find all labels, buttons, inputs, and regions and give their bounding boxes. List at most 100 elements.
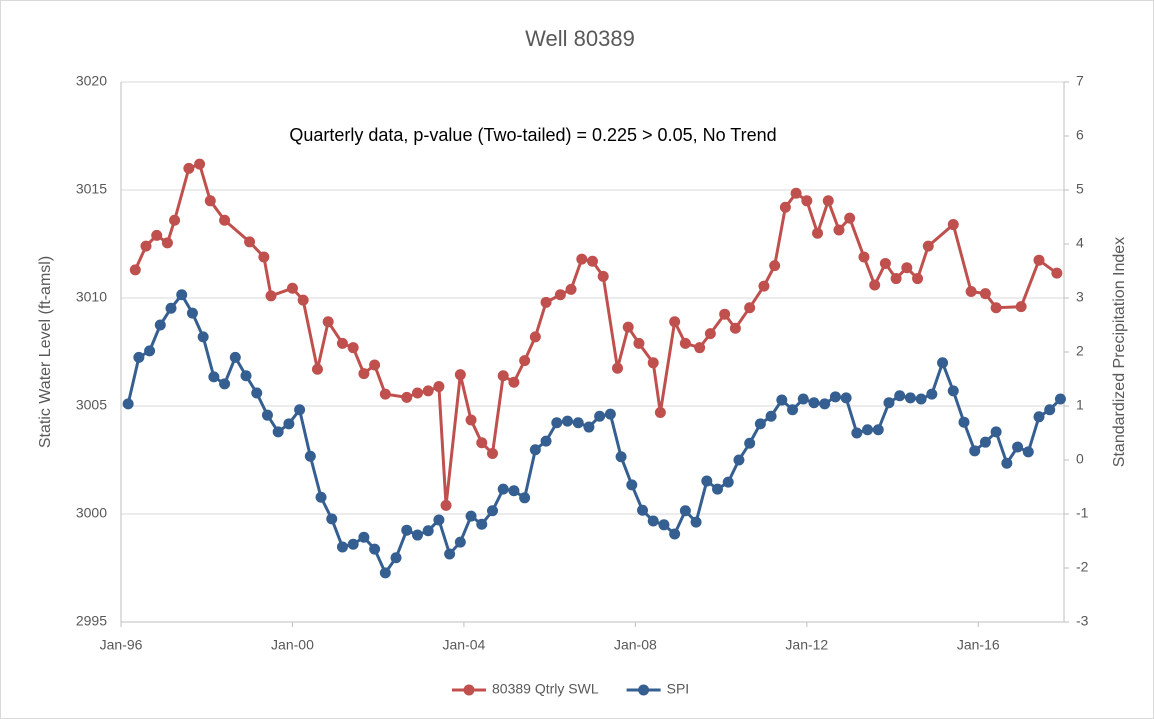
data-point (758, 280, 770, 292)
data-point (712, 483, 724, 495)
data-point (322, 316, 334, 328)
data-point (701, 475, 713, 487)
data-point (294, 404, 306, 416)
data-point (890, 273, 902, 285)
data-point (433, 381, 445, 393)
data-point (729, 322, 741, 334)
data-point (497, 370, 509, 382)
data-point (251, 387, 263, 399)
data-point (704, 328, 716, 340)
data-point (561, 415, 573, 427)
data-point (497, 483, 509, 495)
data-point (465, 414, 477, 426)
data-point (840, 392, 852, 404)
data-point (801, 195, 813, 207)
data-point (151, 229, 163, 241)
data-point (1012, 441, 1024, 453)
data-point (626, 479, 638, 491)
data-point (258, 251, 270, 263)
data-point (422, 385, 434, 397)
data-point (219, 214, 231, 226)
data-point (529, 331, 541, 343)
data-point (261, 409, 273, 421)
data-point (311, 363, 323, 375)
data-point (690, 516, 702, 528)
data-point (183, 162, 195, 174)
data-point (197, 331, 209, 343)
data-point (812, 227, 824, 239)
data-point (315, 491, 327, 503)
data-point (633, 337, 645, 349)
data-point (390, 552, 402, 564)
data-point (754, 418, 766, 430)
data-point (594, 410, 606, 422)
data-point (937, 357, 949, 369)
data-point (769, 260, 781, 272)
data-point (822, 195, 834, 207)
data-point (787, 404, 799, 416)
data-point (597, 270, 609, 282)
data-point (283, 418, 295, 430)
data-point (122, 398, 134, 410)
data-point (165, 302, 177, 314)
data-point (576, 253, 588, 265)
data-point (336, 541, 348, 553)
data-point (733, 454, 745, 466)
data-point (926, 388, 938, 400)
data-point (486, 448, 498, 460)
data-point (776, 394, 788, 406)
data-point (194, 158, 206, 170)
data-point (229, 351, 241, 363)
data-point (129, 264, 141, 276)
data-point (154, 319, 166, 331)
data-point (947, 219, 959, 231)
data-point (336, 337, 348, 349)
y2-tick-label: -3 (1076, 613, 1089, 629)
y2-tick-label: 0 (1076, 451, 1084, 467)
data-point (286, 282, 298, 294)
data-point (519, 492, 531, 504)
y-tick-label: 3020 (76, 73, 107, 89)
y-tick-label: 3010 (76, 289, 107, 305)
data-point (647, 357, 659, 369)
data-point (979, 436, 991, 448)
data-point (326, 513, 338, 525)
chart-title: Well 80389 (525, 26, 635, 51)
data-point (833, 224, 845, 236)
y2-tick-label: 1 (1076, 397, 1084, 413)
data-point (965, 286, 977, 298)
data-point (829, 391, 841, 403)
data-point (454, 536, 466, 548)
data-point (765, 410, 777, 422)
data-point (540, 296, 552, 308)
y2-tick-label: 3 (1076, 289, 1084, 305)
data-point (240, 370, 252, 382)
annotation: Quarterly data, p-value (Two-tailed) = 0… (289, 125, 776, 145)
data-point (551, 417, 563, 429)
data-point (744, 437, 756, 449)
data-point (140, 240, 152, 252)
data-point (529, 444, 541, 456)
data-point (947, 385, 959, 397)
data-point (1022, 446, 1034, 458)
data-point (1044, 404, 1056, 416)
data-point (790, 187, 802, 199)
data-point (922, 240, 934, 252)
data-point (1001, 457, 1013, 469)
data-point (554, 289, 566, 301)
data-point (379, 388, 391, 400)
data-point (454, 369, 466, 381)
data-point (476, 518, 488, 530)
data-point (658, 519, 670, 531)
data-point (637, 504, 649, 516)
data-point (358, 368, 370, 380)
y2-tick-label: 6 (1076, 127, 1084, 143)
data-point (912, 273, 924, 285)
data-point (808, 397, 820, 409)
data-point (669, 528, 681, 540)
data-point (208, 371, 220, 383)
y-tick-label: 2995 (76, 613, 107, 629)
data-point (433, 514, 445, 526)
legend-label: SPI (667, 681, 690, 697)
data-point (565, 283, 577, 295)
